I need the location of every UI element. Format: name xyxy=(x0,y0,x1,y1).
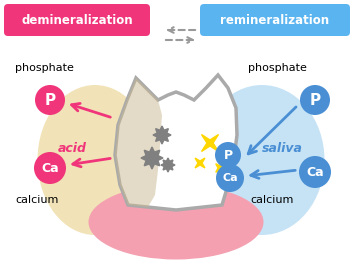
Circle shape xyxy=(35,85,65,115)
Text: phosphate: phosphate xyxy=(248,63,307,73)
Ellipse shape xyxy=(88,185,264,260)
Polygon shape xyxy=(161,158,175,172)
Polygon shape xyxy=(216,164,224,172)
Text: Ca: Ca xyxy=(306,165,324,179)
Text: Ca: Ca xyxy=(41,162,59,174)
Circle shape xyxy=(299,156,331,188)
FancyBboxPatch shape xyxy=(200,4,350,36)
Polygon shape xyxy=(115,78,162,207)
Text: calcium: calcium xyxy=(250,195,293,205)
Circle shape xyxy=(300,85,330,115)
Text: phosphate: phosphate xyxy=(15,63,74,73)
Text: calcium: calcium xyxy=(15,195,58,205)
Circle shape xyxy=(34,152,66,184)
Polygon shape xyxy=(141,147,163,169)
FancyBboxPatch shape xyxy=(4,4,150,36)
Circle shape xyxy=(215,142,241,168)
Text: Ca: Ca xyxy=(222,173,238,183)
Text: P: P xyxy=(44,92,56,108)
Circle shape xyxy=(216,164,244,192)
Text: saliva: saliva xyxy=(262,141,302,155)
Polygon shape xyxy=(115,75,237,210)
Polygon shape xyxy=(153,126,171,144)
Text: P: P xyxy=(309,92,321,108)
Text: remineralization: remineralization xyxy=(220,13,329,27)
Text: P: P xyxy=(224,148,233,162)
Polygon shape xyxy=(201,134,219,151)
Ellipse shape xyxy=(38,85,152,235)
Text: demineralization: demineralization xyxy=(21,13,133,27)
Ellipse shape xyxy=(200,85,325,235)
Polygon shape xyxy=(195,158,205,168)
Text: acid: acid xyxy=(57,141,87,155)
